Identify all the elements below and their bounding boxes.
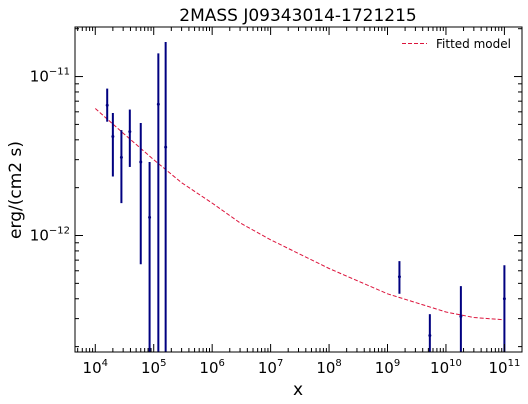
x-tick-labels: 104 105 106 107 108 109 1010 1011 bbox=[83, 358, 521, 377]
data-point-1 bbox=[111, 134, 115, 138]
data-point-6 bbox=[156, 102, 160, 106]
plot-area bbox=[94, 41, 506, 352]
data-point-8 bbox=[397, 275, 401, 279]
x-tick-label: 104 bbox=[83, 358, 108, 377]
x-tick-label: 105 bbox=[141, 358, 166, 377]
x-tick-label-exp: 8 bbox=[335, 358, 341, 369]
x-tick-label-exp: 6 bbox=[219, 358, 225, 369]
y-axis-label: erg/(cm2 s) bbox=[6, 141, 26, 239]
y-tick-label-exp: −12 bbox=[49, 226, 70, 237]
axis-ticks bbox=[75, 27, 523, 352]
x-tick-label-exp: 9 bbox=[394, 358, 400, 369]
x-tick-label-exp: 11 bbox=[508, 358, 521, 369]
x-tick-label-base: 10 bbox=[141, 359, 160, 377]
x-tick-label: 109 bbox=[375, 358, 400, 377]
fitted-model-layer bbox=[94, 108, 505, 321]
data-point-0 bbox=[105, 103, 109, 107]
data-point-9 bbox=[428, 333, 432, 337]
x-tick-label-base: 10 bbox=[488, 359, 507, 377]
data-points-layer bbox=[105, 41, 506, 352]
x-tick-label: 106 bbox=[199, 358, 224, 377]
legend: Fitted model bbox=[402, 37, 511, 51]
x-tick-label-exp: 10 bbox=[449, 358, 462, 369]
x-tick-label: 107 bbox=[258, 358, 283, 377]
x-tick-label-exp: 5 bbox=[160, 358, 166, 369]
data-point-10 bbox=[459, 314, 463, 318]
y-tick-label: 10−11 bbox=[30, 67, 70, 86]
data-point-2 bbox=[119, 155, 123, 159]
x-axis-label: x bbox=[293, 380, 303, 400]
x-tick-label-exp: 7 bbox=[277, 358, 283, 369]
x-tick-label: 108 bbox=[316, 358, 341, 377]
data-point-11 bbox=[502, 297, 506, 301]
x-tick-label: 1011 bbox=[488, 358, 520, 377]
x-tick-label-base: 10 bbox=[83, 359, 102, 377]
data-point-5 bbox=[148, 215, 152, 219]
x-tick-label-base: 10 bbox=[199, 359, 218, 377]
data-point-3 bbox=[128, 130, 132, 134]
data-point-7 bbox=[164, 145, 168, 149]
plot-frame bbox=[74, 26, 523, 353]
x-tick-label-base: 10 bbox=[258, 359, 277, 377]
y-tick-label-base: 10 bbox=[30, 227, 49, 245]
y-tick-label: 10−12 bbox=[30, 226, 70, 245]
x-tick-label-exp: 4 bbox=[102, 358, 108, 369]
y-tick-label-base: 10 bbox=[30, 68, 49, 86]
chart-title: 2MASS J09343014-1721215 bbox=[179, 6, 417, 26]
data-point-4 bbox=[139, 160, 143, 164]
x-tick-label-base: 10 bbox=[316, 359, 335, 377]
fitted-model-line bbox=[94, 108, 505, 321]
y-tick-label-exp: −11 bbox=[49, 67, 70, 78]
x-tick-label-base: 10 bbox=[375, 359, 394, 377]
x-tick-label: 1010 bbox=[430, 358, 462, 377]
legend-label-fitted-model: Fitted model bbox=[436, 37, 511, 51]
x-tick-label-base: 10 bbox=[430, 359, 449, 377]
